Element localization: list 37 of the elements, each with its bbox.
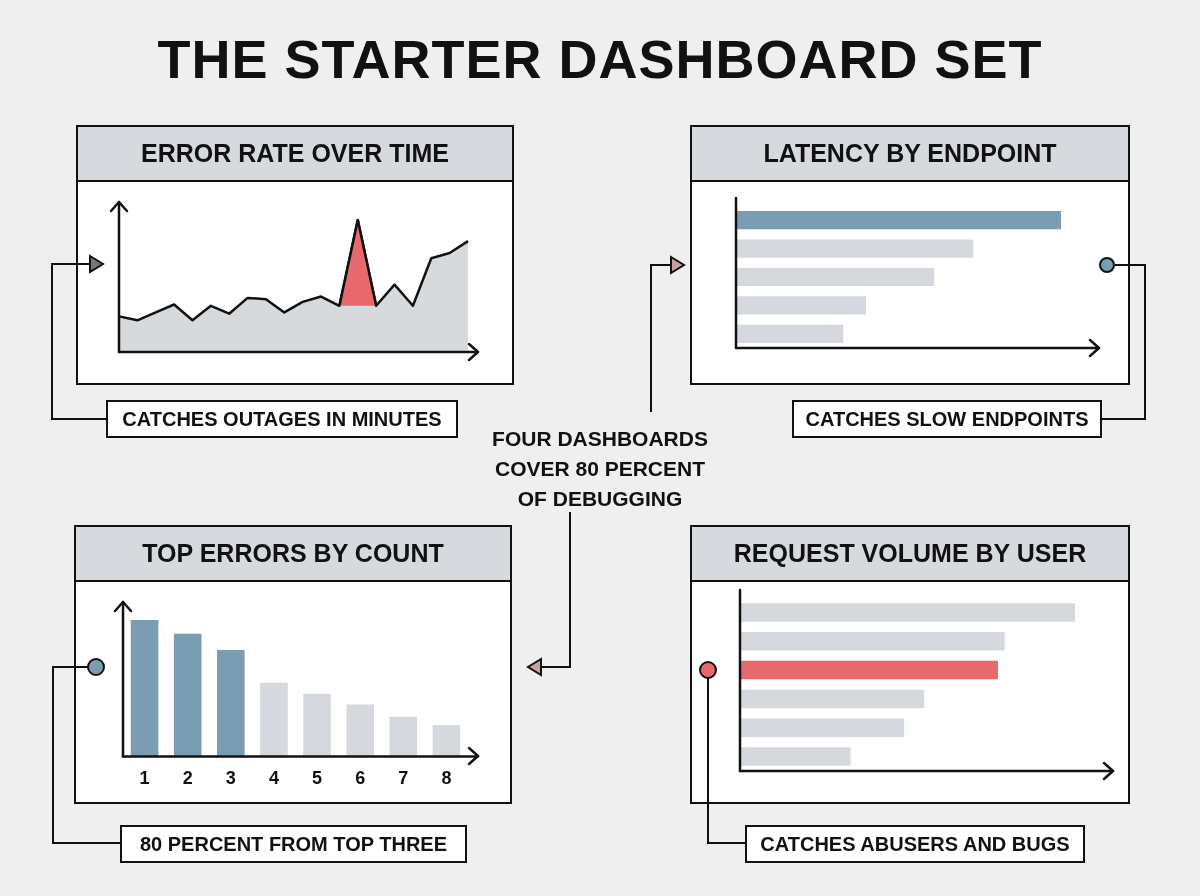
- bar: [389, 716, 418, 757]
- chart-title: ERROR RATE OVER TIME: [78, 127, 512, 182]
- bar: [740, 747, 851, 766]
- bar: [736, 267, 935, 287]
- text: 80 PERCENT FROM TOP THREE: [120, 825, 467, 863]
- bar: [217, 650, 245, 757]
- x-tick-label: 6: [355, 768, 366, 789]
- bar: [346, 704, 374, 757]
- text: THE STARTER DASHBOARD SET: [156, 28, 1044, 90]
- x-tick-label: 5: [312, 768, 323, 789]
- text: CATCHES OUTAGES IN MINUTES: [106, 400, 458, 438]
- x-tick-label: 8: [441, 768, 452, 789]
- bar: [740, 718, 905, 737]
- x-tick-label: 7: [398, 768, 409, 789]
- x-tick-label: 4: [268, 768, 279, 789]
- text: CATCHES ABUSERS AND BUGS: [745, 825, 1085, 863]
- chart-title: REQUEST VOLUME BY USER: [692, 527, 1128, 582]
- x-tick-label: 2: [182, 768, 193, 789]
- bar: [740, 689, 925, 709]
- bar: [736, 296, 866, 315]
- chart-title: TOP ERRORS BY COUNT: [76, 527, 510, 582]
- chart-title: LATENCY BY ENDPOINT: [692, 127, 1128, 182]
- bar: [130, 620, 159, 757]
- x-tick-label: 1: [139, 768, 150, 789]
- bar: [740, 632, 1005, 651]
- bar: [736, 211, 1061, 230]
- bar: [736, 324, 844, 343]
- x-tick-label: 3: [225, 768, 236, 789]
- text: CATCHES SLOW ENDPOINTS: [792, 400, 1102, 438]
- bar: [736, 239, 974, 258]
- bar: [432, 725, 461, 757]
- bar: [303, 693, 331, 757]
- bar: [173, 633, 202, 757]
- text: FOUR DASHBOARDS COVER 80 PERCENT OF DEBUGGING: [491, 426, 709, 512]
- bar: [740, 603, 1075, 622]
- bar: [260, 682, 288, 757]
- bar: [740, 660, 998, 680]
